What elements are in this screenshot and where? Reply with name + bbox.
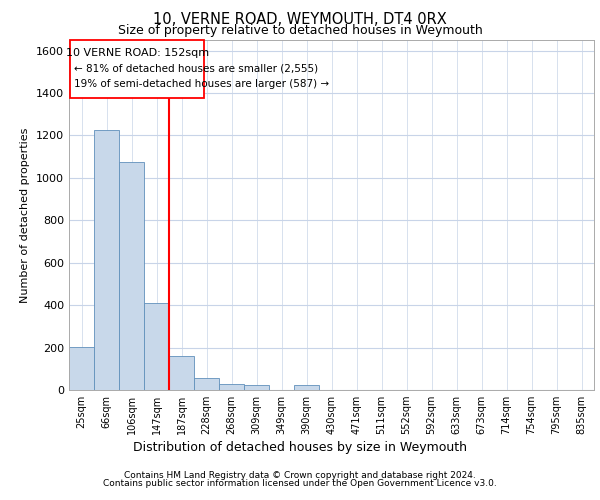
Bar	[169, 356, 194, 390]
Text: 10 VERNE ROAD: 152sqm: 10 VERNE ROAD: 152sqm	[65, 48, 209, 58]
Text: Size of property relative to detached houses in Weymouth: Size of property relative to detached ho…	[118, 24, 482, 37]
Bar	[244, 384, 269, 390]
Text: Contains HM Land Registry data © Crown copyright and database right 2024.: Contains HM Land Registry data © Crown c…	[124, 471, 476, 480]
Text: 10, VERNE ROAD, WEYMOUTH, DT4 0RX: 10, VERNE ROAD, WEYMOUTH, DT4 0RX	[153, 12, 447, 28]
Text: ← 81% of detached houses are smaller (2,555): ← 81% of detached houses are smaller (2,…	[74, 64, 318, 74]
Bar	[69, 346, 94, 390]
Bar	[119, 162, 144, 390]
Bar	[144, 303, 169, 390]
Bar	[219, 384, 244, 390]
Bar	[94, 130, 119, 390]
FancyBboxPatch shape	[70, 40, 204, 98]
Text: Distribution of detached houses by size in Weymouth: Distribution of detached houses by size …	[133, 441, 467, 454]
Text: Contains public sector information licensed under the Open Government Licence v3: Contains public sector information licen…	[103, 478, 497, 488]
Text: 19% of semi-detached houses are larger (587) →: 19% of semi-detached houses are larger (…	[74, 80, 329, 90]
Bar	[194, 378, 219, 390]
Y-axis label: Number of detached properties: Number of detached properties	[20, 128, 31, 302]
Bar	[294, 384, 319, 390]
